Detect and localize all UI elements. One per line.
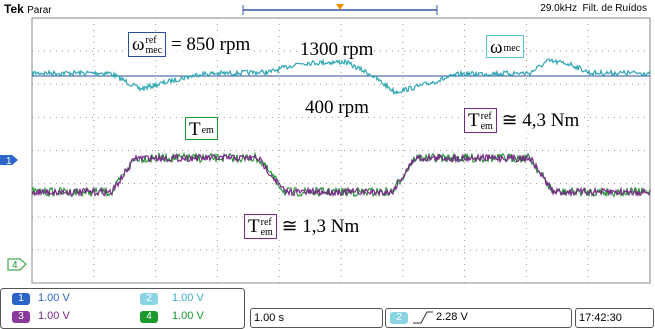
channel-scale: 1.00 V [172,310,204,322]
annotation-text: ≅ 4,3 Nm [502,110,580,131]
annotation: 1300 rpm [300,40,373,59]
channel-marker-label: 4 [12,260,18,271]
brand: Tek [4,2,24,16]
symbol: T [248,216,260,237]
channel-badge: 3 [12,311,30,323]
channel-badge: 2 [140,293,158,305]
annotation-text: ≅ 1,3 Nm [282,216,360,237]
sub: mec [504,44,521,54]
header: Tek Parar [4,2,52,16]
annotation: 400 rpm [305,98,369,117]
sub: em [202,126,214,136]
channel-scale: 1.00 V [172,292,204,304]
channel-scale: 1.00 V [38,310,70,322]
symbol: ω [490,37,503,58]
timebase: 1.00 s [250,308,383,328]
channel-badge: 4 [140,311,158,323]
trigger-channel: 2 [390,312,408,324]
sub: em [481,122,493,132]
trigger-level: 2.28 V [436,311,468,323]
acq-info: 29.0kHz Filt. de Ruídos [540,3,647,14]
page: 1 4 Tek Parar 29.0kHz Filt. de Ruídos ωr… [0,0,655,329]
trigger-position [336,4,344,10]
clock: 17:42:30 [575,308,654,328]
symbol: ω [132,34,145,55]
status: Parar [27,5,51,16]
channel-marker-label: 1 [6,156,12,167]
symbol: T [468,110,480,131]
sub: em [261,228,273,238]
sub: mec [146,46,163,56]
symbol: T [189,119,201,140]
channel-scale: 1.00 V [38,292,70,304]
filter: Filt. de Ruídos [583,3,647,14]
trigger-panel [385,308,572,328]
frequency: 29.0kHz [540,3,577,14]
channel-badge: 1 [12,293,30,305]
annotation-text: = 850 rpm [171,34,250,55]
